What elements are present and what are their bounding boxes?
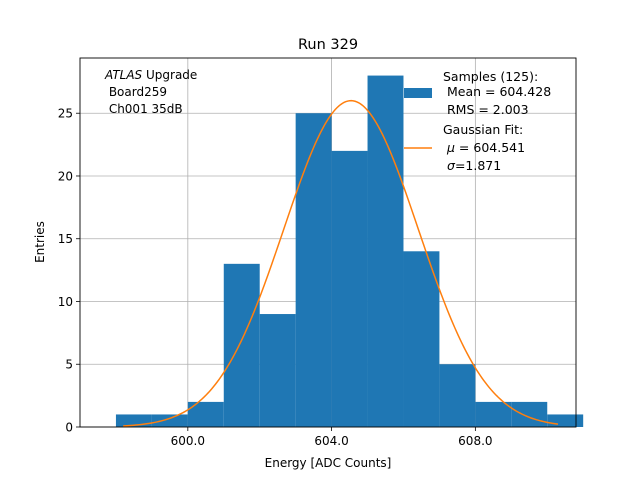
chart-title: Run 329 (298, 37, 358, 53)
legend-fit-mu: μ = 604.541 (446, 140, 525, 155)
y-axis-label: Entries (33, 221, 47, 263)
sigma-symbol: σ (447, 158, 456, 173)
y-tick-label: 15 (58, 232, 73, 246)
atlas-annotation: ATLAS Upgrade Board259 Ch001 35dB (104, 68, 197, 116)
legend-samples-title: Samples (125): (443, 69, 538, 84)
histogram-bar (439, 364, 476, 427)
histogram-bar (547, 414, 584, 427)
x-axis-label: Energy [ADC Counts] (265, 456, 392, 470)
histogram-bar (331, 150, 368, 427)
y-tick-label: 0 (65, 421, 73, 435)
y-tick-label: 5 (65, 358, 73, 372)
channel-label: Ch001 35dB (105, 102, 183, 116)
y-axis-ticks: 0 5 10 15 20 25 (58, 107, 80, 435)
x-tick-label: 608.0 (458, 434, 492, 448)
x-tick-label: 600.0 (171, 434, 205, 448)
upgrade-label: Upgrade (142, 68, 197, 82)
legend-samples-swatch (404, 88, 432, 98)
histogram-bar (367, 75, 404, 428)
x-tick-label: 604.0 (314, 434, 348, 448)
histogram-bar (475, 401, 512, 427)
gaussian-fit-curve (123, 99, 559, 427)
x-axis-ticks: 600.0 604.0 608.0 (171, 427, 493, 448)
y-tick-label: 25 (58, 107, 73, 121)
histogram-bar (259, 314, 296, 427)
histogram-bar (151, 414, 188, 427)
legend: Samples (125): Mean = 604.428 RMS = 2.00… (404, 69, 551, 173)
legend-samples-mean: Mean = 604.428 (443, 84, 551, 99)
y-tick-label: 20 (58, 169, 73, 183)
mu-symbol: μ (446, 140, 455, 155)
histogram-bar (403, 251, 440, 427)
legend-fit-title: Gaussian Fit: (443, 122, 523, 137)
svg-text:ATLAS Upgrade: ATLAS Upgrade (104, 68, 197, 82)
mu-value: = 604.541 (455, 140, 525, 155)
legend-fit-sigma: σ=1.871 (447, 158, 501, 173)
histogram-bar (295, 113, 332, 427)
histogram-bar (511, 401, 548, 427)
histogram-bars (115, 75, 584, 428)
plot-frame (79, 57, 577, 428)
y-tick-label: 10 (58, 295, 73, 309)
histogram-bar (223, 263, 260, 427)
board-label: Board259 (105, 85, 167, 99)
sigma-value: =1.871 (455, 158, 501, 173)
legend-samples-rms: RMS = 2.003 (443, 102, 529, 117)
atlas-label: ATLAS (104, 68, 143, 82)
